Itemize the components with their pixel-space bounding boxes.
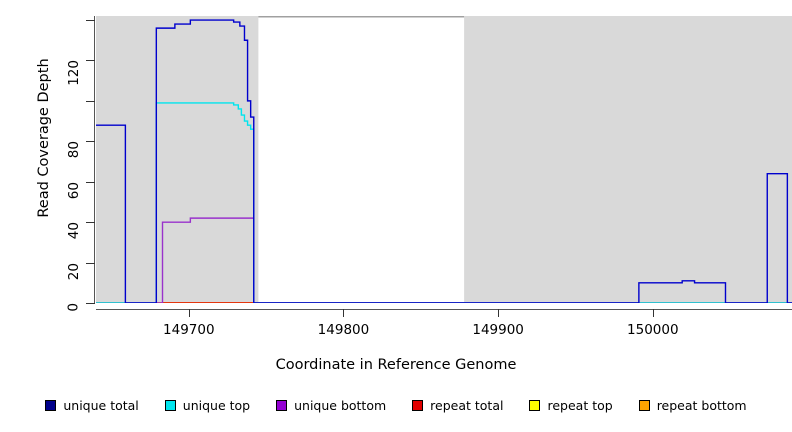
y-tick <box>86 303 95 304</box>
legend-item[interactable]: unique top <box>164 398 251 413</box>
y-tick <box>86 222 95 224</box>
coverage-plot-svg <box>96 16 792 303</box>
repeat-region-right <box>464 16 792 303</box>
y-axis: 0 20 40 60 80 120 <box>0 0 96 330</box>
y-tick-label: 120 <box>66 60 82 87</box>
x-axis-title: Coordinate in Reference Genome <box>275 357 517 373</box>
legend-item[interactable]: unique total <box>45 398 139 413</box>
legend-item[interactable]: unique bottom <box>276 398 386 413</box>
y-tick-label: 20 <box>66 262 82 280</box>
legend-label: unique top <box>182 398 251 413</box>
legend-label: unique bottom <box>294 398 387 413</box>
x-tick <box>498 309 500 317</box>
legend-label: unique total <box>63 398 139 413</box>
y-axis-line <box>94 16 95 303</box>
y-tick <box>86 141 95 143</box>
y-tick <box>86 60 95 62</box>
x-tick <box>343 309 345 317</box>
legend-swatch-icon <box>412 400 424 411</box>
x-tick-label: 150000 <box>627 322 679 338</box>
y-tick <box>86 100 95 102</box>
legend-label: repeat top <box>547 398 613 413</box>
legend-item[interactable]: repeat total <box>412 398 503 413</box>
y-tick-label: 80 <box>66 141 82 159</box>
x-tick-label: 149800 <box>317 322 370 338</box>
x-tick <box>652 309 654 317</box>
legend-swatch-icon <box>638 400 650 411</box>
legend-label: repeat bottom <box>656 398 747 413</box>
x-tick-label: 149700 <box>163 322 215 338</box>
legend-item[interactable]: repeat bottom <box>638 398 747 413</box>
plot-area <box>96 16 792 303</box>
legend-item[interactable]: repeat top <box>529 398 613 413</box>
legend-label: repeat total <box>430 398 504 413</box>
y-tick <box>86 262 95 264</box>
repeat-region-left <box>96 16 259 303</box>
y-tick <box>86 181 95 183</box>
x-tick <box>188 309 190 317</box>
legend-swatch-icon <box>276 400 288 411</box>
series-unique-total <box>96 19 792 303</box>
legend-swatch-icon <box>529 400 541 411</box>
y-tick-label: 40 <box>66 222 82 240</box>
legend-swatch-icon <box>164 400 176 411</box>
x-tick-label: 149900 <box>472 322 524 338</box>
x-axis-line <box>96 309 792 310</box>
x-axis: 149700 149800 149900 150000 <box>0 300 792 360</box>
chart-legend: unique total unique top unique bottom repea… <box>0 398 792 413</box>
legend-swatch-icon <box>45 400 57 411</box>
y-tick-label: 60 <box>66 181 82 199</box>
series-unique-top <box>96 102 792 303</box>
y-tick <box>86 20 95 22</box>
